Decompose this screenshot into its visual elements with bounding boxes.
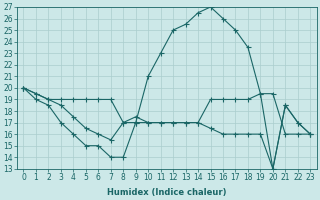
- X-axis label: Humidex (Indice chaleur): Humidex (Indice chaleur): [107, 188, 227, 197]
